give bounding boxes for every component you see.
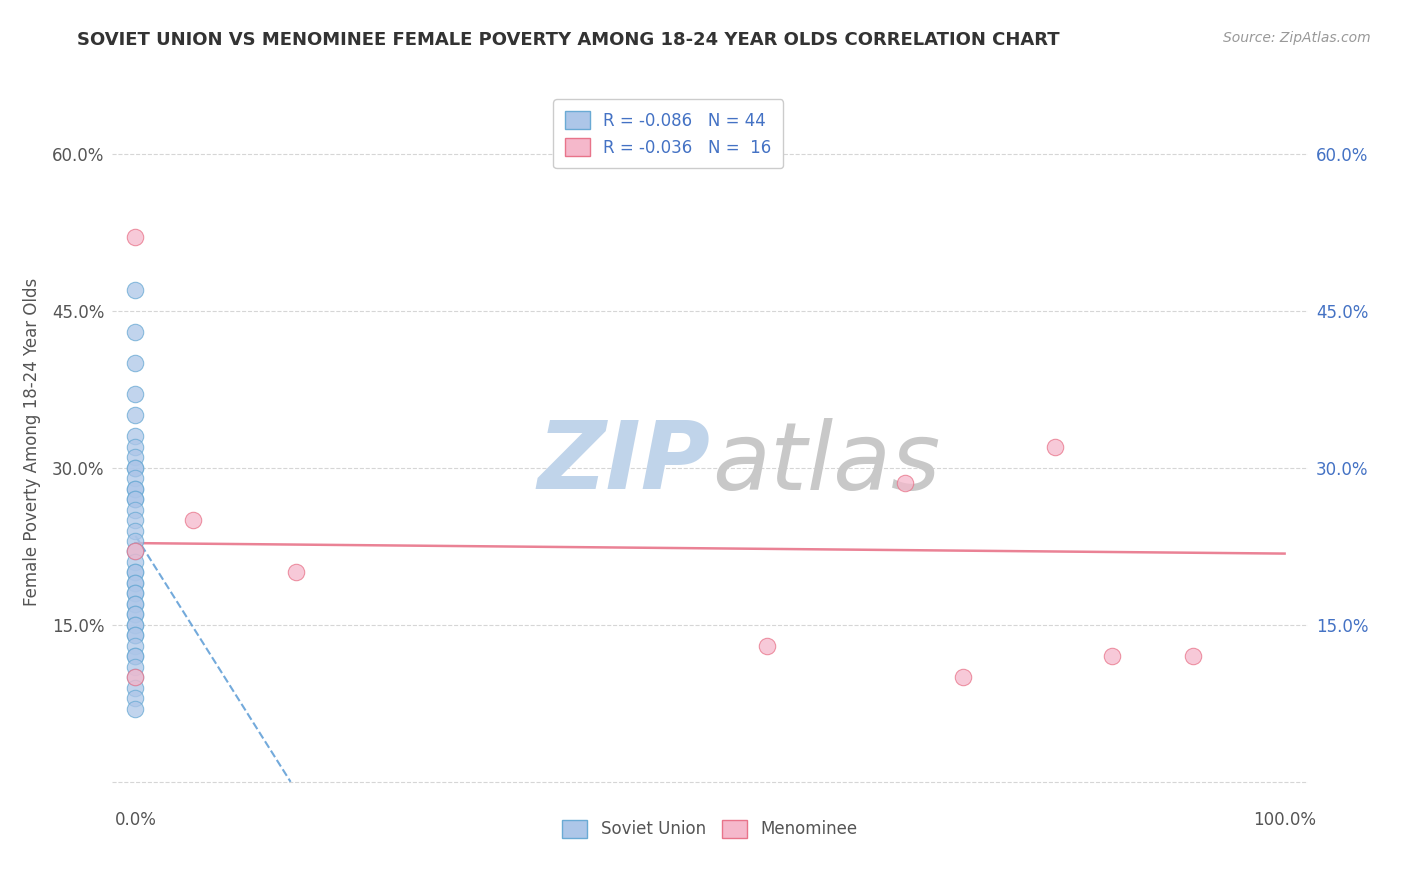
- Point: [285, 566, 308, 580]
- Point: [1043, 440, 1066, 454]
- Point: [124, 502, 146, 516]
- Point: [124, 681, 146, 695]
- Point: [124, 482, 146, 496]
- Point: [1101, 649, 1123, 664]
- Point: [124, 566, 146, 580]
- Point: [124, 701, 146, 715]
- Point: [124, 607, 146, 622]
- Point: [124, 649, 146, 664]
- Text: ZIP: ZIP: [537, 417, 710, 509]
- Point: [124, 524, 146, 538]
- Point: [124, 575, 146, 590]
- Point: [124, 628, 146, 642]
- Text: SOVIET UNION VS MENOMINEE FEMALE POVERTY AMONG 18-24 YEAR OLDS CORRELATION CHART: SOVIET UNION VS MENOMINEE FEMALE POVERTY…: [77, 31, 1060, 49]
- Point: [124, 597, 146, 611]
- Point: [124, 356, 146, 370]
- Point: [1181, 649, 1204, 664]
- Point: [124, 649, 146, 664]
- Point: [124, 555, 146, 569]
- Point: [124, 544, 146, 558]
- Point: [124, 659, 146, 673]
- Point: [124, 492, 146, 507]
- Point: [181, 513, 204, 527]
- Point: [124, 544, 146, 558]
- Point: [124, 566, 146, 580]
- Point: [124, 325, 146, 339]
- Point: [124, 544, 146, 558]
- Point: [124, 586, 146, 600]
- Point: [124, 586, 146, 600]
- Text: Source: ZipAtlas.com: Source: ZipAtlas.com: [1223, 31, 1371, 45]
- Point: [124, 230, 146, 244]
- Point: [124, 617, 146, 632]
- Point: [124, 691, 146, 706]
- Point: [124, 429, 146, 443]
- Point: [124, 670, 146, 684]
- Point: [124, 387, 146, 401]
- Point: [124, 513, 146, 527]
- Point: [124, 450, 146, 465]
- Point: [124, 607, 146, 622]
- Point: [124, 440, 146, 454]
- Legend: Soviet Union, Menominee: Soviet Union, Menominee: [555, 813, 865, 845]
- Point: [124, 460, 146, 475]
- Point: [124, 639, 146, 653]
- Point: [756, 639, 779, 653]
- Point: [124, 471, 146, 485]
- Point: [124, 482, 146, 496]
- Point: [952, 670, 974, 684]
- Point: [124, 597, 146, 611]
- Point: [124, 460, 146, 475]
- Text: atlas: atlas: [713, 417, 941, 508]
- Point: [124, 670, 146, 684]
- Y-axis label: Female Poverty Among 18-24 Year Olds: Female Poverty Among 18-24 Year Olds: [22, 277, 41, 606]
- Point: [124, 283, 146, 297]
- Point: [124, 534, 146, 549]
- Point: [124, 492, 146, 507]
- Point: [124, 617, 146, 632]
- Point: [124, 628, 146, 642]
- Point: [894, 476, 917, 491]
- Point: [124, 575, 146, 590]
- Point: [124, 409, 146, 423]
